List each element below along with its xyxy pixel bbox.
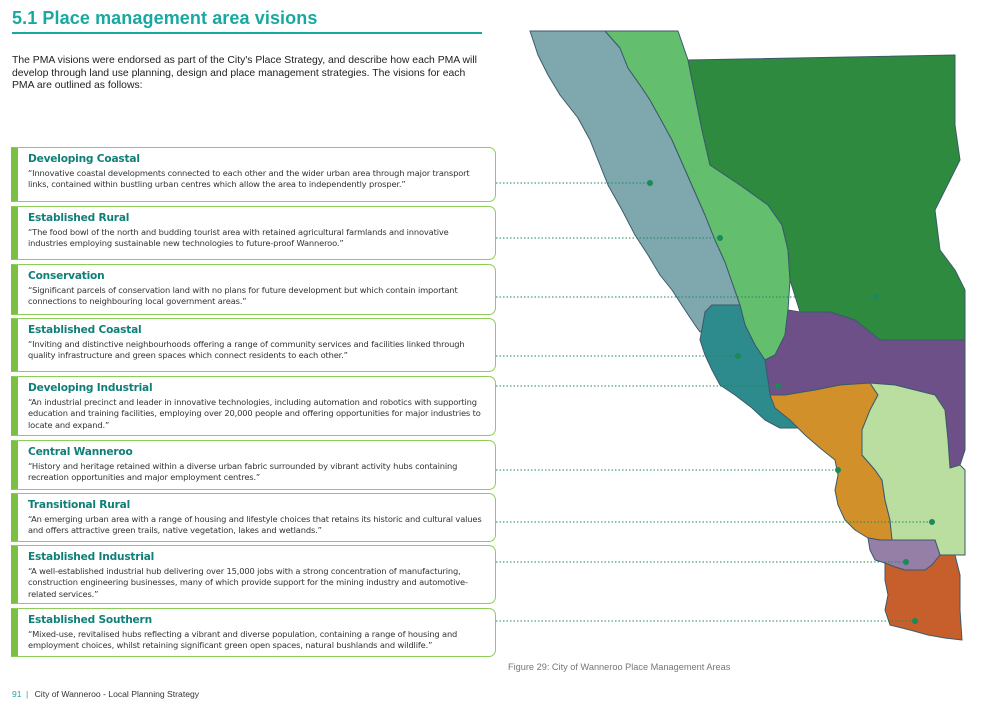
pma-name: Transitional Rural [28,499,131,511]
pma-card-established-industrial: Established Industrial “A well-establish… [11,545,496,604]
title-underline [12,32,482,34]
leader-dot [717,235,723,241]
leader-dot [775,383,781,389]
pma-name: Established Industrial [28,551,155,563]
leader-dot [903,559,909,565]
document-title: City of Wanneroo - Local Planning Strate… [34,689,200,699]
pma-vision: “A well-established industrial hub deliv… [28,566,468,599]
footer-separator: | [25,689,29,699]
leader-dot [835,467,841,473]
map-region-established-industrial [867,537,941,571]
pma-name: Central Wanneroo [28,446,133,458]
pma-vision: “An industrial precinct and leader in in… [28,397,481,430]
pma-vision: “Innovative coastal developments connect… [28,168,470,190]
pma-card-established-rural: Established Rural “The food bowl of the … [11,206,496,260]
pma-card-established-coastal: Established Coastal “Inviting and distin… [11,318,496,372]
leader-dot [735,353,741,359]
figure-caption: Figure 29: City of Wanneroo Place Manage… [508,662,731,672]
pma-name: Developing Industrial [28,382,153,394]
pma-card-transitional-rural: Transitional Rural “An emerging urban ar… [11,493,496,542]
page-number: 91 [12,689,22,699]
pma-vision: “Mixed-use, revitalised hubs reflecting … [28,629,458,651]
intro-paragraph: The PMA visions were endorsed as part of… [12,55,477,92]
pma-vision: “The food bowl of the north and budding … [28,227,449,249]
leader-dot [929,519,935,525]
pma-vision: “Inviting and distinctive neighbourhoods… [28,339,465,361]
pma-name: Established Coastal [28,324,142,336]
leader-lines [496,180,935,624]
map-region-established-southern [884,554,963,641]
pma-name: Established Southern [28,614,152,626]
pma-card-developing-coastal: Developing Coastal “Innovative coastal d… [11,147,496,202]
leader-dot [912,618,918,624]
pma-vision: “History and heritage retained within a … [28,461,458,483]
pma-vision: “Significant parcels of conservation lan… [28,285,458,307]
pma-name: Conservation [28,270,105,282]
leader-dot [647,180,653,186]
page-title: 5.1 Place management area visions [12,8,318,28]
page-footer: 91 | City of Wanneroo - Local Planning S… [12,689,199,699]
map-region-established-coastal [699,304,801,429]
pma-vision: “An emerging urban area with a range of … [28,514,482,536]
pma-card-conservation: Conservation “Significant parcels of con… [11,264,496,315]
pma-card-established-southern: Established Southern “Mixed-use, revital… [11,608,496,657]
pma-card-central-wanneroo: Central Wanneroo “History and heritage r… [11,440,496,490]
leader-dot [873,294,879,300]
pma-name: Developing Coastal [28,153,140,165]
pma-name: Established Rural [28,212,130,224]
pma-card-developing-industrial: Developing Industrial “An industrial pre… [11,376,496,436]
